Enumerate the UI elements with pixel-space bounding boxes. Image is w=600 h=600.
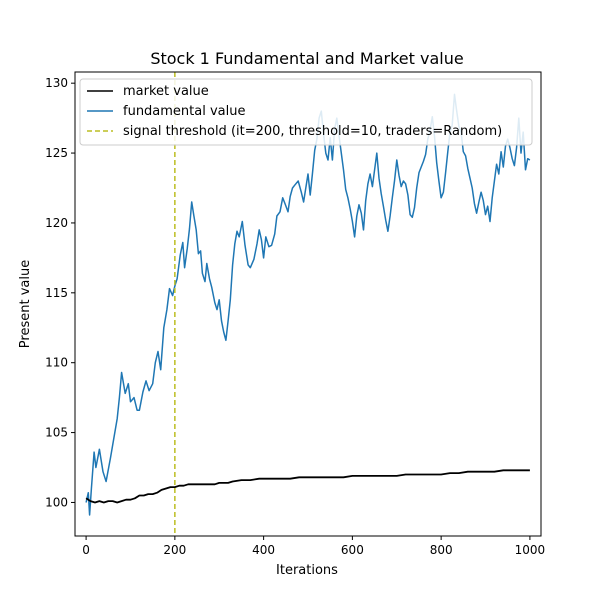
x-tick-label: 400 bbox=[252, 543, 275, 557]
x-tick-label: 600 bbox=[341, 543, 364, 557]
x-tick-label: 0 bbox=[82, 543, 90, 557]
y-tick-label: 115 bbox=[45, 286, 68, 300]
y-tick-label: 130 bbox=[45, 76, 68, 90]
y-tick-label: 105 bbox=[45, 426, 68, 440]
plot-frame bbox=[74, 71, 542, 537]
y-tick-label: 120 bbox=[45, 216, 68, 230]
x-tick-label: 800 bbox=[430, 543, 453, 557]
y-tick-label: 125 bbox=[45, 146, 68, 160]
y-axis: 100 105 110 115 120 125 130 bbox=[45, 76, 75, 509]
x-tick-label: 1000 bbox=[515, 543, 546, 557]
x-axis-label: Iterations bbox=[276, 563, 338, 578]
chart-title: Stock 1 Fundamental and Market value bbox=[150, 49, 463, 68]
x-tick-label: 200 bbox=[163, 543, 186, 557]
legend-label-1: fundamental value bbox=[123, 104, 246, 119]
y-tick-label: 100 bbox=[45, 495, 68, 509]
x-axis: 0 200 400 600 800 1000 bbox=[82, 536, 545, 557]
legend-label-2: signal threshold (it=200, threshold=10, … bbox=[123, 124, 502, 139]
y-tick-label: 110 bbox=[45, 356, 68, 370]
legend-label-0: market value bbox=[123, 84, 209, 99]
series-line-0 bbox=[85, 469, 530, 504]
legend: market value fundamental value signal thre… bbox=[79, 78, 533, 146]
legend-box bbox=[79, 78, 533, 146]
y-axis-label: Present value bbox=[18, 260, 33, 348]
